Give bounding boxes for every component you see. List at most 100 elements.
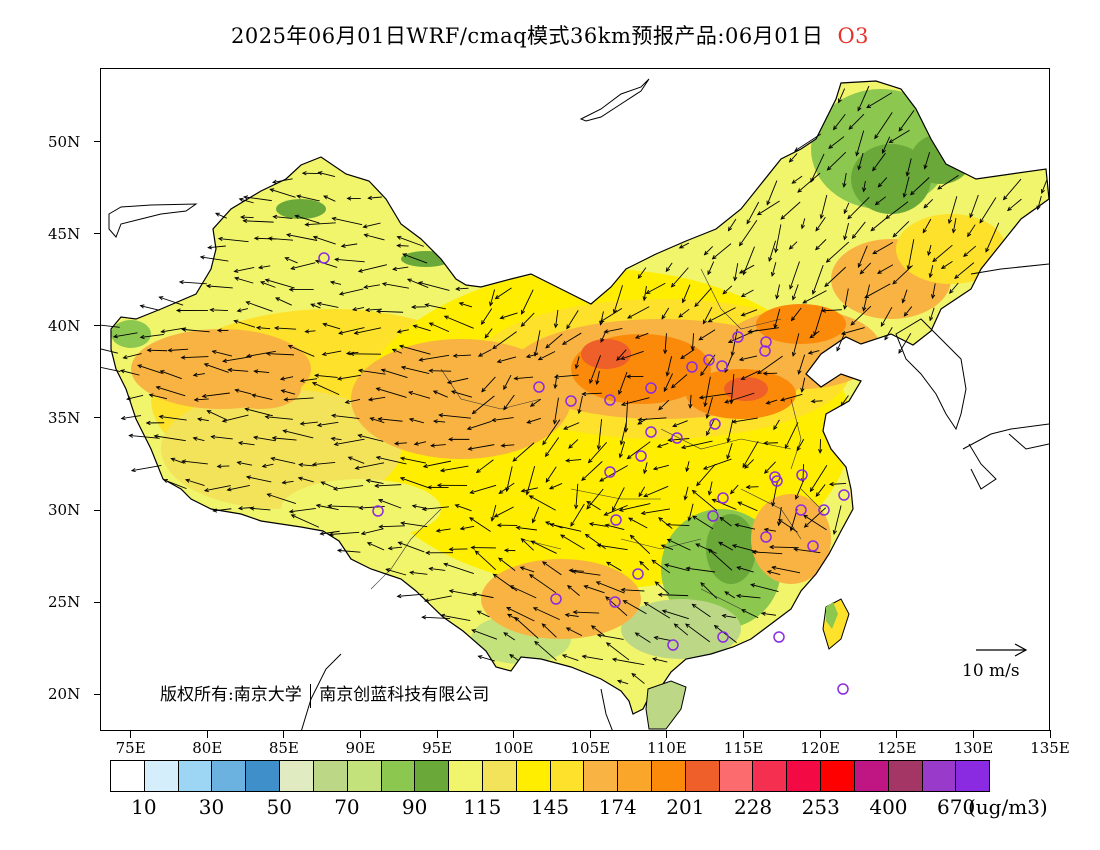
wind-arrow [929,307,935,322]
wind-arrow [261,463,274,468]
wind-arrow [530,540,557,554]
wind-arrow [595,581,625,594]
colorbar-label: 70 [334,795,360,819]
wind-arrow [242,218,274,224]
wind-arrow [685,566,716,573]
wind-arrow [681,284,691,304]
wind-arrow [237,506,253,511]
wind-arrow [661,307,670,320]
wind-arrow [366,542,385,551]
wind-arrow [269,188,296,198]
wind-arrow [596,543,628,551]
wind-arrow [642,286,647,302]
colorbar-label: 228 [733,795,773,819]
wind-arrow [586,488,604,510]
wind-arrow [661,609,689,620]
wind-arrow [797,172,821,193]
wind-arrow [843,288,849,310]
wind-arrow [413,441,427,446]
station-marker [807,540,819,552]
wind-arrow [531,506,540,524]
wind-arrow [500,443,515,448]
wind-arrow [731,417,758,424]
wind-arrow [417,281,450,291]
wind-arrow [489,289,496,307]
x-tick-mark [359,730,361,738]
wind-arrow [1002,178,1022,201]
wind-arrow [809,465,828,493]
wind-arrow [789,261,800,290]
title-species: O3 [837,24,870,48]
wind-arrow [840,395,849,407]
wind-arrow [963,245,977,257]
wind-arrow [458,302,473,308]
map-svg [101,78,1049,730]
wind-arrow [493,506,514,518]
wind-arrow [374,483,402,488]
wind-arrow [297,476,314,483]
map-panel[interactable] [100,68,1050,731]
wind-arrow [954,262,975,279]
wind-arrow [426,485,449,490]
wind-arrow [237,441,255,446]
wind-arrow [357,264,387,273]
wind-arrow [329,280,342,285]
wind-arrow [367,396,386,402]
wind-arrow [506,607,535,622]
wind-arrow [469,517,491,532]
wind-arrow [365,478,384,484]
colorbar-cell [246,761,281,791]
wind-arrow [336,374,361,381]
wind-arrow [402,253,428,264]
wind-arrow [571,569,601,576]
wind-arrow [618,503,651,512]
colorbar-label: 50 [266,795,292,819]
wind-arrow [599,307,623,323]
wind-arrow [234,388,252,395]
wind-arrow [703,246,713,256]
station-marker [796,469,808,481]
station-marker [686,361,698,373]
wind-arrow [304,222,336,227]
wind-arrow [196,417,209,422]
wind-arrow [596,419,603,451]
wind-arrow [532,607,560,621]
x-tick-label: 80E [192,739,223,757]
wind-arrow [122,353,142,360]
wind-arrow [357,433,384,442]
wind-arrow [590,625,605,637]
wind-arrow [392,266,409,271]
wind-arrow [880,306,893,327]
wind-arrow [496,356,517,364]
y-tick-label: 50N [48,132,81,151]
wind-arrow [271,178,293,184]
station-marker [760,531,772,543]
wind-arrow [843,202,850,215]
wind-arrow [903,306,913,317]
wind-arrow [595,370,600,386]
colorbar-cell [956,761,990,791]
colorbar-cell [482,761,517,791]
copyright-right: 南京创蓝科技有限公司 [319,685,490,705]
wind-arrow [351,306,365,312]
colorbar [110,760,990,792]
wind-arrow [498,557,516,571]
wind-arrow [205,284,233,289]
wind-arrow [738,220,758,247]
wind-arrow [159,370,182,380]
wind-arrow [711,243,732,260]
x-tick-mark [589,730,591,738]
wind-arrow [545,333,563,349]
wind-arrow [440,613,471,622]
wind-arrow [432,419,446,424]
colorbar-label: 253 [801,795,840,819]
wind-arrow [656,442,669,448]
wind-arrow [702,306,713,325]
wind-arrow [683,486,689,501]
wind-arrow [331,216,363,226]
x-tick-label: 125E [876,739,917,757]
wind-arrow [369,417,385,424]
wind-arrow [744,459,755,469]
wind-arrow [203,363,229,373]
wind-arrow [848,113,865,130]
